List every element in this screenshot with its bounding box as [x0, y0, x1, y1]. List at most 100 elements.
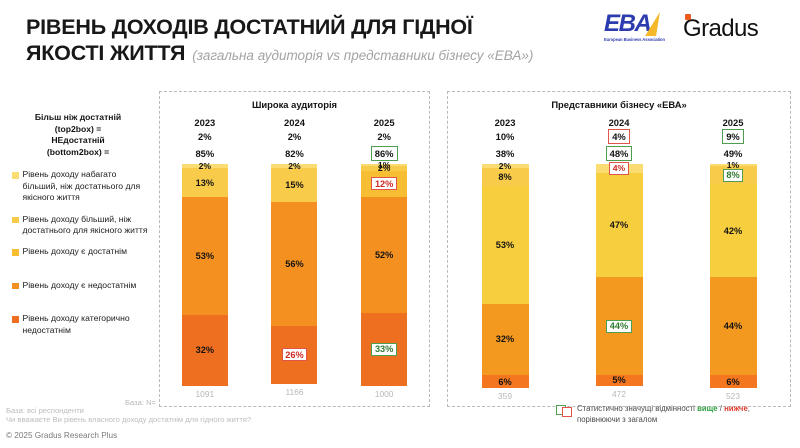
bar-segment-1[interactable]: 1%	[361, 160, 408, 170]
stacked-bar[interactable]: 1% 2% 12% 52% 33%	[361, 160, 408, 386]
top2box-value: 4%	[608, 129, 630, 144]
panel-title: Представники бізнесу «ЕВА»	[551, 99, 687, 110]
column-base-n: 472	[612, 388, 626, 399]
bar-segment-2[interactable]: 8%	[709, 166, 757, 184]
legend-item-3[interactable]: Рівень доходу є достатнім	[4, 246, 152, 257]
legend-item-1[interactable]: Рівень доходу набагато більший, ніж дост…	[4, 169, 152, 203]
bottom2box-value-row: 38%	[493, 145, 518, 162]
bar-segment-5[interactable]: 32%	[181, 314, 228, 386]
footer-note-1: База: всі респонденти	[6, 406, 84, 415]
significance-boxes-icon	[556, 405, 573, 417]
bar-segment-label: 6%	[498, 376, 512, 387]
legend-item-label: Рівень доходу категорично недостатнім	[22, 313, 130, 335]
bar-segment-label: 4%	[609, 161, 629, 175]
significance-legend: Статистично значущі відмінності вище / н…	[556, 404, 750, 425]
chart-panel-eba-business: Представники бізнесу «ЕВА» 2023 10% 38% 2% 8…	[447, 91, 791, 407]
top2box-value-row: 2%	[374, 128, 394, 145]
stacked-bar[interactable]: 2% 8% 53% 32% 6%	[481, 161, 529, 389]
bar-segment-label: 15%	[285, 180, 304, 191]
footer-note-2: Чи вважаєте Ви рівень власного доходу до…	[6, 415, 252, 424]
top2box-value-row: 9%	[722, 128, 744, 145]
bar-segment-label: 5%	[612, 375, 626, 386]
bar-segment-1[interactable]: 1%	[709, 160, 757, 170]
legend-item-5[interactable]: Рівень доходу категорично недостатнім	[4, 313, 152, 336]
chart-column-2025: 2025 2% 86% 1% 2% 12% 52% 33% 1000	[352, 117, 416, 399]
eba-logo-wordmark: EBA	[604, 10, 652, 37]
bar-segment-2[interactable]: 8%	[481, 168, 529, 187]
bottom2box-value: 38%	[495, 148, 515, 159]
bar-segment-4[interactable]: 52%	[361, 197, 408, 313]
bar-segment-1[interactable]: 2%	[181, 161, 228, 171]
bar-segment-4[interactable]: 53%	[181, 197, 228, 315]
sig-text-lower: нижче	[724, 404, 748, 413]
legend-swatch-icon	[12, 172, 19, 179]
sig-text-prefix: Статистично значущі відмінності	[577, 404, 698, 413]
legend-heading: Більш ніж достатній (top2box) = НЕдостатні…	[4, 112, 152, 158]
bar-segment-1[interactable]: 4%	[595, 161, 643, 175]
bar-segment-5[interactable]: 26%	[271, 326, 318, 384]
stacked-bar[interactable]: 4% 47% 44% 5%	[595, 161, 643, 386]
bar-segment-label: 2%	[288, 161, 301, 172]
bar-segment-5[interactable]: 33%	[361, 312, 408, 386]
bar-segment-2[interactable]: 13%	[181, 168, 228, 198]
significance-lower-box-icon	[562, 407, 572, 417]
column-year-label: 2023	[494, 117, 516, 128]
sig-text-higher: вище	[697, 404, 718, 413]
page-title: РІВЕНЬ ДОХОДІВ ДОСТАТНИЙ ДЛЯ ГІДНОЇ ЯКОС…	[26, 14, 586, 69]
stacked-bar[interactable]: 1% 8% 42% 44% 6%	[709, 160, 757, 389]
bar-segment-4[interactable]: 56%	[271, 201, 318, 327]
column-year-label: 2024	[284, 117, 305, 128]
bar-segment-label: 8%	[722, 168, 744, 182]
sig-text-comma: ,	[747, 404, 750, 413]
bottom2box-value: 82%	[285, 148, 304, 159]
top2box-value: 2%	[287, 131, 302, 142]
stacked-bar[interactable]: 2% 13% 53% 32%	[181, 161, 228, 386]
bar-segment-3[interactable]: 12%	[361, 170, 408, 198]
bar-segment-label: 26%	[281, 348, 308, 362]
bar-segment-label: 52%	[374, 250, 394, 260]
bar-segment-3[interactable]: 42%	[709, 183, 757, 278]
chart-column-2024: 2024 4% 48% 4% 47% 44% 5% 472	[588, 117, 650, 401]
legend-item-4[interactable]: Рівень доходу є недостатнім	[4, 280, 152, 291]
legend-swatch-icon	[12, 249, 19, 256]
bar-segment-4[interactable]: 32%	[481, 303, 529, 375]
bar-segment-label: 53%	[195, 251, 215, 262]
bar-segment-3[interactable]: 47%	[595, 172, 643, 278]
eba-logo-caption: European Business Association	[604, 37, 665, 42]
bottom2box-value-row: 48%	[605, 145, 633, 162]
sig-text-separator: /	[717, 404, 725, 413]
legend-item-label: Рівень доходу більший, ніж достатнього д…	[22, 213, 148, 235]
legend-swatch-icon	[12, 216, 19, 224]
bottom2box-value-row: 85%	[192, 145, 217, 162]
bar-segment-label: 2%	[498, 161, 512, 172]
top2box-value: 10%	[495, 131, 515, 142]
stacked-bar[interactable]: 2% 15% 56% 26%	[271, 161, 318, 384]
bottom2box-value-row: 82%	[282, 145, 307, 162]
gradus-logo-wordmark: Gradus	[683, 15, 759, 42]
top2box-value: 9%	[722, 129, 744, 144]
bar-segment-2[interactable]: 2%	[361, 163, 408, 173]
bar-segment-3[interactable]: 53%	[481, 186, 529, 304]
bottom2box-value-row: 86%	[370, 145, 398, 162]
top2box-value: 2%	[377, 131, 391, 142]
chart-column-2023: 2023 2% 85% 2% 13% 53% 32% 1091	[173, 117, 237, 399]
bar-segment-5[interactable]: 6%	[709, 374, 757, 389]
bar-segment-1[interactable]: 2%	[481, 161, 529, 171]
bar-segment-5[interactable]: 5%	[595, 374, 643, 386]
bottom2box-value: 85%	[195, 148, 215, 159]
bar-segment-4[interactable]: 44%	[595, 277, 643, 375]
bar-segment-4[interactable]: 44%	[709, 277, 757, 375]
bar-segment-label: 2%	[377, 163, 391, 174]
bar-segment-label: 44%	[606, 319, 632, 333]
bar-segment-label: 8%	[498, 172, 512, 183]
title-line-1: РІВЕНЬ ДОХОДІВ ДОСТАТНИЙ ДЛЯ ГІДНОЇ	[26, 15, 473, 39]
column-base-n: 1091	[195, 388, 215, 399]
legend-item-2[interactable]: Рівень доходу більший, ніж достатнього д…	[4, 214, 152, 237]
column-year-label: 2025	[722, 117, 744, 128]
column-base-n: 1166	[285, 386, 304, 397]
title-line-2-text: ЯКОСТІ ЖИТТЯ	[26, 41, 186, 65]
bar-segment-1[interactable]: 2%	[271, 161, 318, 171]
column-base-n: 359	[498, 391, 512, 402]
bar-segment-5[interactable]: 6%	[481, 374, 529, 389]
bar-segment-2[interactable]: 15%	[271, 168, 318, 202]
